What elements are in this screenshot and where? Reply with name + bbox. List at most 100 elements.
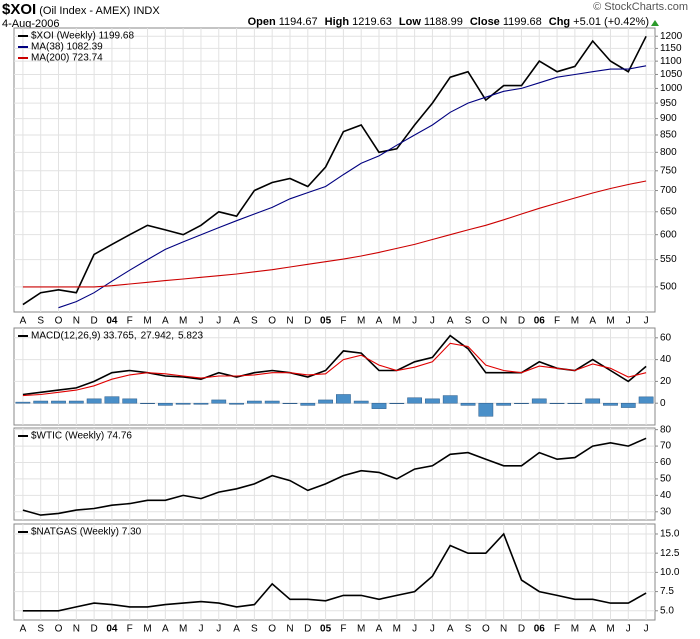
x-tick-label: N xyxy=(286,316,293,327)
x-tick-label: 06 xyxy=(534,624,546,635)
x-tick-label: F xyxy=(127,624,133,635)
x-tick-label: A xyxy=(376,624,383,635)
x-tick-label: M xyxy=(393,624,401,635)
y-tick-label: 850 xyxy=(660,130,677,141)
x-tick-label: M xyxy=(571,624,579,635)
histogram-bar xyxy=(460,402,476,406)
legend-label: MA(38) 1082.39 xyxy=(31,42,103,53)
x-tick-label: D xyxy=(304,316,311,327)
stat-value: 1219.63 xyxy=(352,16,392,28)
y-tick-label: 80 xyxy=(660,424,672,435)
histogram-bar xyxy=(175,402,191,405)
stat-value: +5.01 (+0.42%) xyxy=(573,16,649,28)
histogram-bar xyxy=(585,398,601,404)
histogram-bar xyxy=(157,402,173,406)
y-tick-label: 950 xyxy=(660,98,677,109)
y-tick-label: 7.5 xyxy=(660,586,674,597)
y-tick-label: 30 xyxy=(660,506,672,517)
series-line xyxy=(22,334,647,396)
histogram-bar xyxy=(531,398,547,404)
x-tick-label: F xyxy=(554,624,560,635)
stat-label: Close xyxy=(469,16,500,28)
x-tick-label: 04 xyxy=(106,316,118,327)
x-tick-label: A xyxy=(589,316,596,327)
x-tick-label: S xyxy=(251,624,258,635)
histogram-bar xyxy=(68,400,84,404)
histogram-bar xyxy=(15,401,31,404)
histogram-bar xyxy=(407,397,422,404)
x-tick-label: J xyxy=(216,316,221,327)
x-tick-label: S xyxy=(251,316,258,327)
stat-label: Low xyxy=(398,16,421,28)
x-tick-label: M xyxy=(606,624,614,635)
histogram-bar xyxy=(496,402,512,406)
x-tick-label: M xyxy=(606,316,614,327)
histogram-bar xyxy=(140,402,155,404)
x-tick-label: S xyxy=(465,316,472,327)
histogram-bar xyxy=(442,395,458,404)
histogram-bar xyxy=(567,402,583,404)
histogram-bar xyxy=(264,400,280,404)
y-tick-label: 12.5 xyxy=(660,548,680,559)
y-tick-label: 60 xyxy=(660,332,672,343)
y-tick-label: 10.0 xyxy=(660,567,680,578)
x-tick-label: N xyxy=(500,316,507,327)
histogram-bar xyxy=(371,402,387,409)
x-tick-label: A xyxy=(233,624,240,635)
series-line xyxy=(22,437,647,516)
histogram-bar xyxy=(229,402,244,405)
y-tick-label: 60 xyxy=(660,457,672,468)
x-tick-label: A xyxy=(20,316,27,327)
histogram-bar xyxy=(33,400,49,404)
x-tick-label: F xyxy=(340,624,346,635)
y-tick-label: 1050 xyxy=(660,69,683,80)
y-tick-label: 650 xyxy=(660,206,677,217)
x-tick-label: D xyxy=(518,624,525,635)
x-tick-label: M xyxy=(179,316,187,327)
stat-value: 1199.68 xyxy=(502,16,542,28)
x-tick-label: D xyxy=(91,316,98,327)
x-tick-label: A xyxy=(162,316,169,327)
y-tick-label: 900 xyxy=(660,113,677,124)
x-tick-label: J xyxy=(644,316,649,327)
x-tick-label: S xyxy=(37,316,44,327)
y-tick-label: 5.0 xyxy=(660,605,674,616)
histogram-bar xyxy=(300,402,316,406)
histogram-bar xyxy=(211,399,227,404)
series-line xyxy=(22,532,647,612)
x-tick-label: 05 xyxy=(320,316,332,327)
y-tick-label: 40 xyxy=(660,490,672,501)
legend-label: 5.823 xyxy=(178,331,203,342)
series-line xyxy=(22,342,647,397)
y-tick-label: 800 xyxy=(660,147,677,158)
x-tick-label: N xyxy=(73,316,80,327)
x-tick-label: A xyxy=(162,624,169,635)
panel-frame xyxy=(13,27,656,313)
legend-label: $NATGAS (Weekly) 7.30 xyxy=(31,527,142,538)
y-tick-label: 1200 xyxy=(660,31,683,42)
x-tick-label: M xyxy=(357,316,365,327)
x-tick-label: F xyxy=(554,316,560,327)
series-line xyxy=(58,65,647,309)
x-tick-label: 04 xyxy=(106,624,118,635)
x-tick-label: S xyxy=(465,624,472,635)
x-tick-label: J xyxy=(412,624,417,635)
legend-label: $XOI (Weekly) 1199.68 xyxy=(31,31,134,42)
legend-label: $WTIC (Weekly) 74.76 xyxy=(31,431,132,442)
x-tick-label: J xyxy=(198,624,203,635)
y-tick-label: 550 xyxy=(660,254,677,265)
x-tick-label: J xyxy=(626,316,631,327)
histogram-bar xyxy=(353,400,369,404)
y-tick-label: 40 xyxy=(660,354,672,365)
histogram-bar xyxy=(104,396,120,404)
y-tick-label: 1100 xyxy=(660,56,682,67)
chart-subtitle: (Oil Index - AMEX) INDX xyxy=(39,5,160,17)
histogram-bar xyxy=(603,402,618,406)
y-tick-label: 20 xyxy=(660,376,672,387)
y-tick-label: 15.0 xyxy=(660,529,680,540)
legend-label: MA(200) 723.74 xyxy=(31,53,103,64)
x-tick-label: A xyxy=(589,624,596,635)
histogram-bar xyxy=(549,402,565,404)
stats: Open 1194.67 High 1219.63 Low 1188.99 Close 119… xyxy=(248,16,656,28)
